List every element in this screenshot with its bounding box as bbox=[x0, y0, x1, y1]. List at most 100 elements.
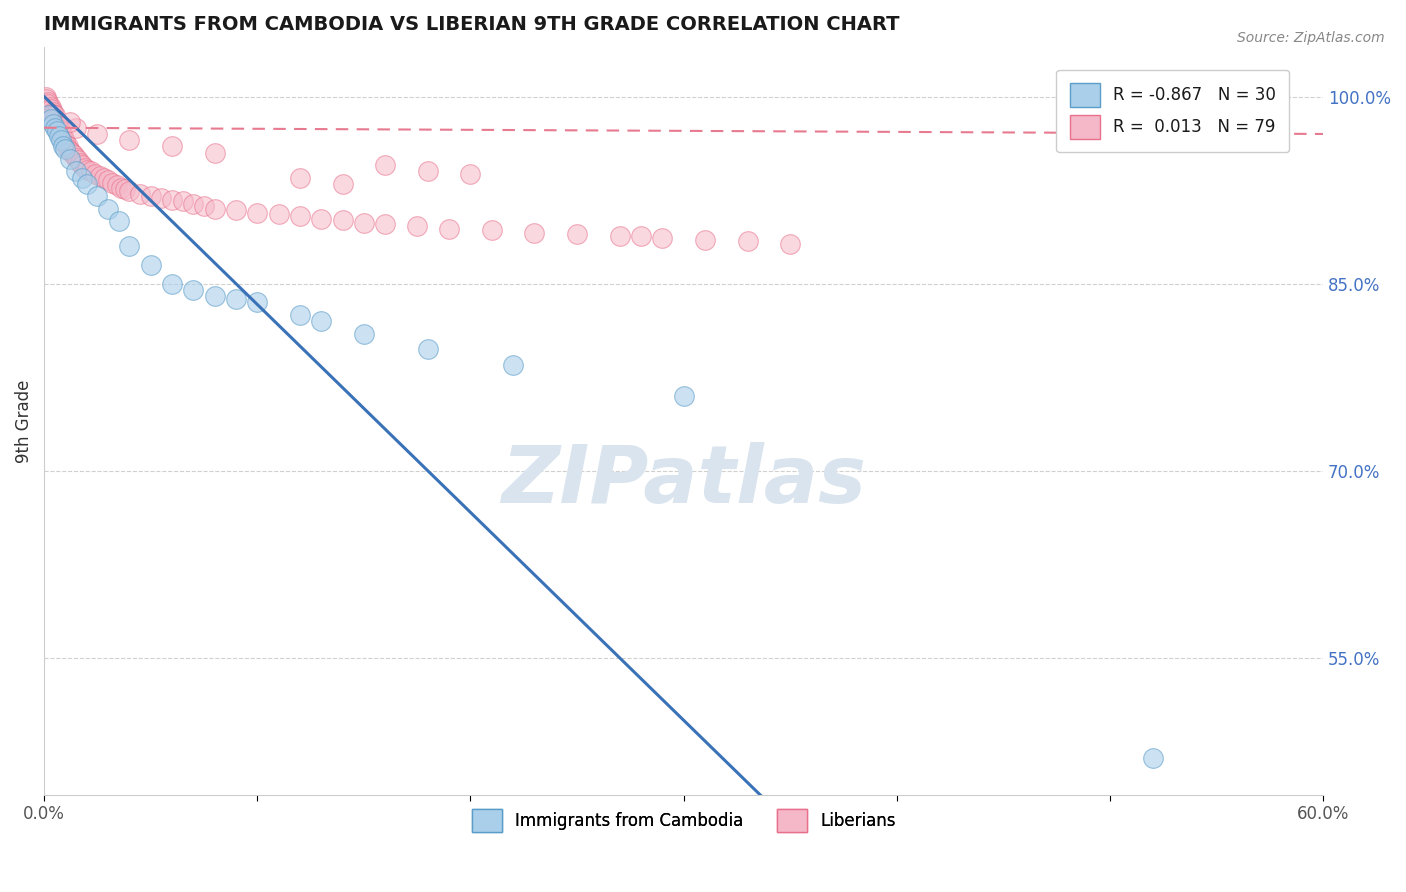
Point bbox=[76, 163, 98, 178]
Point bbox=[44, 112, 66, 126]
Point bbox=[118, 133, 141, 147]
Point bbox=[97, 173, 120, 187]
Point bbox=[183, 197, 205, 211]
Point bbox=[672, 389, 695, 403]
Point bbox=[630, 229, 652, 244]
Y-axis label: 9th Grade: 9th Grade bbox=[15, 379, 32, 463]
Point bbox=[93, 170, 115, 185]
Point bbox=[353, 326, 375, 341]
Point bbox=[48, 122, 70, 136]
Point bbox=[59, 145, 82, 159]
Point bbox=[225, 203, 247, 218]
Point bbox=[118, 239, 141, 253]
Point bbox=[737, 234, 759, 248]
Point bbox=[160, 139, 183, 153]
Point bbox=[288, 170, 311, 185]
Point bbox=[39, 99, 62, 113]
Point bbox=[41, 117, 63, 131]
Point bbox=[150, 191, 173, 205]
Point bbox=[193, 199, 215, 213]
Point bbox=[437, 221, 460, 235]
Point bbox=[374, 158, 396, 172]
Point bbox=[56, 142, 79, 156]
Point bbox=[55, 135, 77, 149]
Point bbox=[779, 236, 801, 251]
Point bbox=[332, 213, 354, 227]
Point bbox=[52, 129, 75, 144]
Point bbox=[86, 127, 108, 141]
Point bbox=[44, 120, 66, 135]
Legend: Immigrants from Cambodia, Liberians: Immigrants from Cambodia, Liberians bbox=[465, 802, 903, 839]
Point bbox=[51, 127, 73, 141]
Point bbox=[84, 167, 107, 181]
Point bbox=[160, 193, 183, 207]
Point bbox=[101, 176, 124, 190]
Point bbox=[55, 142, 77, 156]
Point bbox=[39, 112, 62, 126]
Point bbox=[416, 342, 439, 356]
Point bbox=[502, 358, 524, 372]
Point bbox=[55, 136, 77, 151]
Point bbox=[48, 120, 70, 134]
Point bbox=[374, 217, 396, 231]
Point bbox=[129, 186, 152, 201]
Point bbox=[59, 152, 82, 166]
Point bbox=[651, 230, 673, 244]
Point bbox=[63, 148, 86, 162]
Point bbox=[89, 169, 111, 184]
Point bbox=[204, 289, 226, 303]
Point bbox=[110, 180, 132, 194]
Point bbox=[114, 182, 136, 196]
Point bbox=[56, 139, 79, 153]
Point bbox=[160, 277, 183, 291]
Point bbox=[65, 120, 87, 135]
Point bbox=[139, 258, 162, 272]
Point bbox=[139, 189, 162, 203]
Point bbox=[41, 104, 63, 119]
Point bbox=[225, 292, 247, 306]
Text: ZIPatlas: ZIPatlas bbox=[501, 442, 866, 520]
Point bbox=[35, 92, 58, 106]
Point bbox=[80, 164, 103, 178]
Point bbox=[51, 133, 73, 147]
Point bbox=[460, 167, 482, 181]
Text: IMMIGRANTS FROM CAMBODIA VS LIBERIAN 9TH GRADE CORRELATION CHART: IMMIGRANTS FROM CAMBODIA VS LIBERIAN 9TH… bbox=[44, 15, 900, 34]
Point bbox=[65, 151, 87, 165]
Point bbox=[183, 283, 205, 297]
Point bbox=[52, 139, 75, 153]
Point bbox=[353, 215, 375, 229]
Point bbox=[45, 114, 67, 128]
Point bbox=[35, 89, 58, 103]
Point bbox=[416, 164, 439, 178]
Point bbox=[45, 117, 67, 131]
Text: Source: ZipAtlas.com: Source: ZipAtlas.com bbox=[1237, 31, 1385, 45]
Point bbox=[51, 124, 73, 138]
Point bbox=[565, 227, 588, 241]
Point bbox=[204, 145, 226, 160]
Point bbox=[60, 145, 83, 160]
Point bbox=[48, 129, 70, 144]
Point bbox=[67, 153, 90, 168]
Point bbox=[41, 107, 63, 121]
Point bbox=[204, 202, 226, 216]
Point bbox=[107, 214, 129, 228]
Point bbox=[609, 229, 631, 244]
Point bbox=[97, 202, 120, 216]
Point bbox=[59, 114, 82, 128]
Point bbox=[72, 158, 94, 172]
Point bbox=[246, 295, 269, 310]
Point bbox=[693, 233, 716, 247]
Point bbox=[37, 95, 59, 109]
Point bbox=[105, 178, 128, 193]
Point bbox=[246, 205, 269, 219]
Point bbox=[73, 161, 96, 175]
Point bbox=[69, 155, 91, 169]
Point bbox=[52, 132, 75, 146]
Point bbox=[37, 97, 59, 112]
Point bbox=[39, 102, 62, 116]
Point bbox=[118, 185, 141, 199]
Point bbox=[86, 189, 108, 203]
Point bbox=[332, 177, 354, 191]
Point bbox=[44, 108, 66, 122]
Point bbox=[45, 124, 67, 138]
